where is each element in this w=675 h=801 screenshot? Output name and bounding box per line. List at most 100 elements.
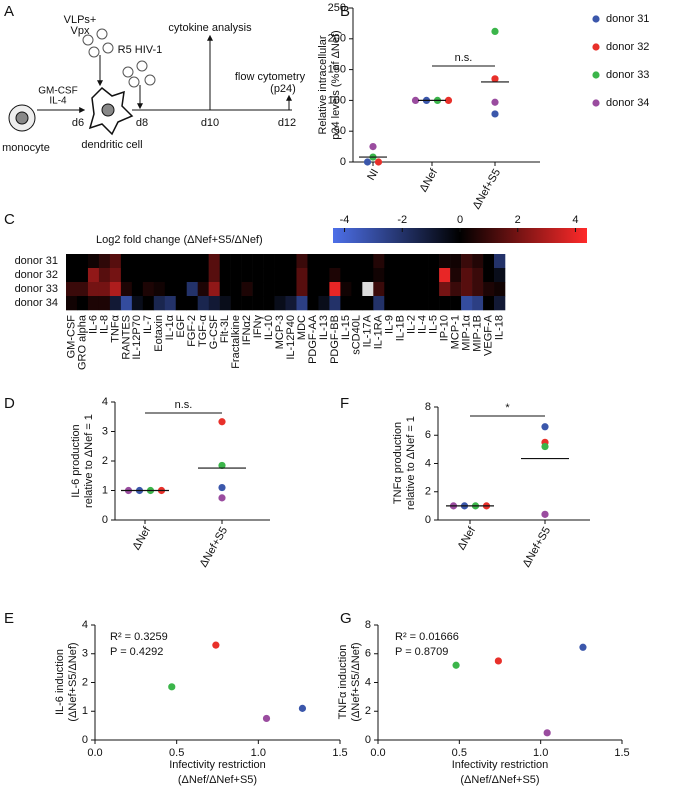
heatmap-cell xyxy=(142,296,155,311)
colorbar-tick-label: 4 xyxy=(572,214,578,226)
heatmap-cell xyxy=(362,282,374,297)
y-axis-label: TNFα induction xyxy=(337,645,349,720)
heatmap-cell xyxy=(208,296,220,311)
annotation: R² = 0.3259 xyxy=(110,631,168,643)
heatmap-cell xyxy=(395,282,407,297)
y-tick-label: 3 xyxy=(82,648,88,660)
heatmap-cell xyxy=(472,268,484,283)
y-tick-label: 100 xyxy=(328,94,346,106)
significance-label: n.s. xyxy=(175,399,193,411)
data-point xyxy=(168,683,176,691)
column-label: IL-9 xyxy=(384,315,396,334)
y-tick-label: 0 xyxy=(365,734,371,746)
annotation: P = 0.4292 xyxy=(110,646,163,658)
column-label: IL-5 xyxy=(428,315,440,334)
label: R5 HIV-1 xyxy=(118,44,163,56)
data-point xyxy=(262,714,271,723)
virus-particles xyxy=(82,28,156,88)
heatmap-cell xyxy=(175,268,188,283)
x-tick-label: 1.0 xyxy=(533,747,548,759)
heatmap-cell xyxy=(252,282,264,297)
column-label: G-CSF xyxy=(208,315,220,350)
y-tick-label: 2 xyxy=(82,676,88,688)
column-label: Flt-3L xyxy=(219,315,231,343)
heatmap-cell xyxy=(450,296,462,311)
heatmap-cell xyxy=(230,282,242,297)
heatmap-cell xyxy=(318,282,330,297)
x-axis-label: (ΔNef/ΔNef+S5) xyxy=(460,774,539,786)
heatmap-cell xyxy=(450,254,462,269)
heatmap-cell xyxy=(483,268,495,283)
data-point xyxy=(298,704,307,712)
heatmap-cell xyxy=(395,296,407,311)
colorbar-tick-label: 2 xyxy=(515,214,521,226)
heatmap-cell xyxy=(241,282,253,297)
heatmap-cell xyxy=(461,296,473,311)
heatmap-cell xyxy=(296,282,308,297)
data-point xyxy=(411,96,420,104)
heatmap-cell xyxy=(340,282,352,297)
heatmap-cell xyxy=(362,296,374,311)
column-label: MCP-1 xyxy=(450,315,462,349)
row-label: donor 32 xyxy=(15,269,58,281)
heatmap-cell xyxy=(230,296,242,311)
heatmap-cell xyxy=(373,296,385,311)
x-tick-label: ΔNef+S5 xyxy=(198,525,231,569)
heatmap-cell xyxy=(131,268,144,283)
y-tick-label: 6 xyxy=(365,648,371,660)
heatmap-cell xyxy=(186,282,198,297)
heatmap-cell xyxy=(494,282,506,297)
heatmap-cell xyxy=(263,296,275,311)
heatmap-cell xyxy=(351,254,363,269)
heatmap-cell xyxy=(307,296,319,311)
heatmap-cell xyxy=(76,296,89,311)
heatmap-cell xyxy=(395,254,407,269)
heatmap-cell xyxy=(197,296,209,311)
y-axis-label: relative to ΔNef = 1 xyxy=(83,414,95,508)
heatmap-cell xyxy=(307,254,319,269)
heatmap-cell xyxy=(241,254,253,269)
heatmap-cell xyxy=(296,268,308,283)
heatmap-cell xyxy=(175,254,188,269)
y-tick-label: 2 xyxy=(365,705,371,717)
data-point xyxy=(452,661,460,669)
heatmap-cell xyxy=(417,282,429,297)
data-point xyxy=(218,461,226,470)
data-point xyxy=(444,96,453,104)
heatmap-cell xyxy=(98,268,111,283)
y-tick-label: 4 xyxy=(82,619,88,631)
data-point xyxy=(491,75,499,83)
y-tick-label: 4 xyxy=(365,676,371,688)
legend-label: donor 34 xyxy=(606,97,649,109)
column-label: MIP-1α xyxy=(460,314,472,350)
x-tick-label: 1.0 xyxy=(251,747,266,759)
heatmap-cell xyxy=(66,282,78,297)
column-label: Eotaxin xyxy=(153,315,165,352)
heatmap-cell xyxy=(417,268,429,283)
heatmap-cell xyxy=(120,268,133,283)
heatmap-cell xyxy=(87,282,100,297)
heatmap-cell xyxy=(285,268,297,283)
heatmap-cell xyxy=(230,254,242,269)
heatmap-cell xyxy=(351,282,363,297)
heatmap-cell xyxy=(66,254,78,269)
heatmap-cell xyxy=(373,254,385,269)
heatmap-cell xyxy=(461,268,473,283)
heatmap-cell xyxy=(109,282,122,297)
colorbar-tick-label: -2 xyxy=(397,214,407,226)
significance-label: n.s. xyxy=(455,52,473,64)
heatmap-cell xyxy=(351,268,363,283)
heatmap-cell xyxy=(252,268,264,283)
data-point xyxy=(369,143,377,151)
data-point xyxy=(579,643,587,651)
heatmap-cell xyxy=(483,296,495,311)
column-label: IFNα2 xyxy=(241,315,253,345)
heatmap-title: Log2 fold change (ΔNef+S5/ΔNef) xyxy=(96,234,263,246)
heatmap-cell xyxy=(131,296,144,311)
column-label: IL-13 xyxy=(318,315,330,340)
heatmap-cell xyxy=(186,296,198,311)
y-axis-label: TNFα production xyxy=(392,422,404,504)
heatmap-cell xyxy=(175,282,188,297)
heatmap-cell xyxy=(494,254,506,269)
x-tick-label: 0.0 xyxy=(87,747,102,759)
